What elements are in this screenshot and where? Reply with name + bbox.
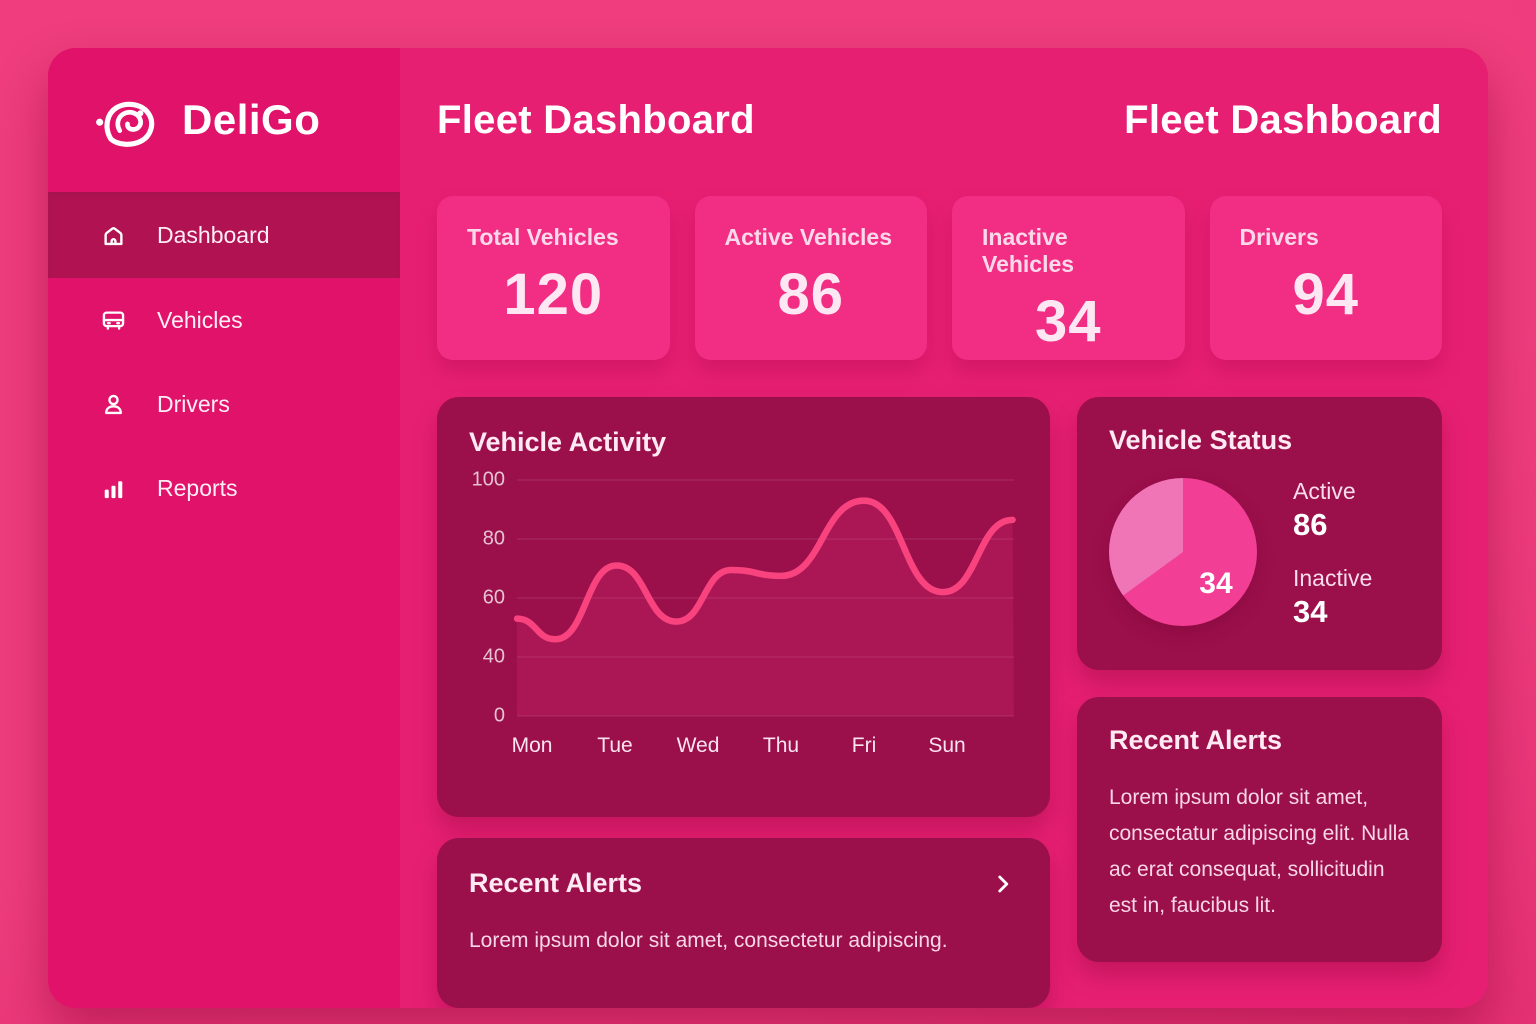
x-tick-label: Sun bbox=[928, 734, 966, 757]
stat-label: Inactive Vehicles bbox=[982, 224, 1075, 277]
stat-value: 120 bbox=[503, 262, 604, 327]
alerts-text: Lorem ipsum dolor sit amet, consectatur … bbox=[1109, 786, 1409, 917]
brand-logo: DeliGo bbox=[48, 48, 400, 192]
stat-label: Total Vehicles bbox=[467, 224, 619, 250]
page-header: Fleet Dashboard Fleet Dashboard bbox=[437, 94, 1442, 146]
y-tick-label: 40 bbox=[482, 645, 505, 668]
x-tick-label: Thu bbox=[762, 734, 800, 757]
sidebar-item-drivers[interactable]: Drivers bbox=[48, 362, 400, 446]
sidebar-item-label: Drivers bbox=[157, 390, 230, 417]
card-title: Recent Alerts bbox=[1109, 725, 1283, 755]
stat-label: Active Vehicles bbox=[724, 224, 893, 250]
alerts-text: Lorem ipsum dolor sit amet, consectetur … bbox=[469, 929, 948, 952]
legend-value: 34 bbox=[1293, 594, 1328, 629]
stat-value: 34 bbox=[1034, 289, 1102, 354]
x-tick-label: Tue bbox=[597, 734, 633, 757]
line-chart-plot bbox=[513, 479, 1016, 717]
stat-value: 94 bbox=[1292, 262, 1359, 327]
vehicle-status-card: Vehicle Status 34 Active 86 bbox=[1077, 397, 1442, 670]
legend-label: Active bbox=[1293, 478, 1356, 504]
legend-label: Inactive bbox=[1293, 565, 1373, 591]
sidebar-item-label: Dashboard bbox=[157, 221, 270, 248]
stat-label: Drivers bbox=[1239, 224, 1319, 250]
deligo-bird-icon bbox=[96, 101, 155, 147]
stat-card-active-vehicles: Active Vehicles 86 bbox=[694, 196, 927, 360]
page-title: Fleet Dashboard bbox=[437, 97, 755, 142]
stat-value: 86 bbox=[777, 262, 844, 327]
line-chart-svg bbox=[513, 479, 1016, 717]
pie-slice-label: 34 bbox=[1199, 566, 1233, 600]
x-axis-labels: Mon Tue Wed Thu Fri Sun bbox=[512, 716, 1014, 760]
card-title: Vehicle Activity bbox=[469, 427, 667, 457]
chevron-right-icon bbox=[998, 875, 1009, 892]
stat-card-inactive-vehicles: Inactive Vehicles 34 bbox=[952, 196, 1185, 360]
bus-icon bbox=[100, 307, 127, 334]
y-tick-label: 100 bbox=[471, 468, 505, 491]
legend-item-inactive: Inactive 34 bbox=[1293, 565, 1372, 630]
stat-card-drivers: Drivers 94 bbox=[1209, 196, 1442, 360]
recent-alerts-side-card: Recent Alerts Lorem ipsum dolor sit amet… bbox=[1077, 697, 1442, 962]
recent-alerts-card: Recent Alerts Lorem ipsum dolor sit amet… bbox=[437, 838, 1050, 1008]
sidebar-item-label: Vehicles bbox=[157, 306, 243, 333]
x-tick-label: Mon bbox=[511, 734, 553, 757]
card-title: Vehicle Status bbox=[1109, 425, 1293, 455]
dashboard-grid: Vehicle Activity 100 80 60 40 0 Mon Tue Wed Thu… bbox=[437, 397, 1442, 1008]
card-title: Recent Alerts bbox=[469, 868, 643, 898]
x-tick-label: Fri bbox=[851, 734, 877, 757]
app-window: DeliGo Dashboard bbox=[48, 48, 1488, 1008]
sidebar-item-dashboard[interactable]: Dashboard bbox=[48, 192, 400, 278]
sidebar-nav: Dashboard Vehicles bbox=[48, 192, 400, 530]
page-title-secondary: Fleet Dashboard bbox=[1124, 97, 1442, 142]
alerts-header: Recent Alerts bbox=[469, 868, 1018, 899]
stat-card-total-vehicles: Total Vehicles 120 bbox=[437, 196, 670, 360]
person-icon bbox=[100, 391, 127, 418]
vehicle-activity-chart: 100 80 60 40 0 bbox=[469, 469, 1018, 727]
y-tick-label: 0 bbox=[493, 704, 505, 727]
brand-name: DeliGo bbox=[182, 96, 321, 143]
legend-value: 86 bbox=[1293, 507, 1328, 542]
legend-item-active: Active 86 bbox=[1293, 478, 1372, 543]
home-icon bbox=[100, 222, 127, 249]
x-tick-label: Wed bbox=[676, 734, 720, 757]
y-tick-label: 80 bbox=[482, 527, 505, 550]
pie-legend: Active 86 Inactive 34 bbox=[1293, 478, 1372, 630]
stats-row: Total Vehicles 120 Active Vehicles 86 In… bbox=[437, 196, 1442, 360]
sidebar-item-label: Reports bbox=[157, 474, 238, 501]
left-column: Vehicle Activity 100 80 60 40 0 Mon Tue Wed Thu… bbox=[437, 397, 1050, 1008]
expand-alerts-button[interactable] bbox=[988, 869, 1018, 899]
vehicle-activity-card: Vehicle Activity 100 80 60 40 0 Mon Tue Wed Thu… bbox=[437, 397, 1050, 817]
right-column: Vehicle Status 34 Active 86 bbox=[1077, 397, 1442, 1008]
y-tick-label: 60 bbox=[482, 586, 505, 609]
sidebar-item-reports[interactable]: Reports bbox=[48, 446, 400, 530]
y-axis-ticks: 100 80 60 40 0 bbox=[469, 469, 517, 727]
sidebar-item-vehicles[interactable]: Vehicles bbox=[48, 278, 400, 362]
sidebar: DeliGo Dashboard bbox=[48, 48, 400, 1008]
bar-chart-icon bbox=[100, 475, 127, 502]
vehicle-status-chart: 34 Active 86 Inactive 34 bbox=[1109, 478, 1410, 630]
pie-chart: 34 bbox=[1109, 478, 1257, 626]
main-content: Fleet Dashboard Fleet Dashboard Total Ve… bbox=[400, 48, 1488, 1008]
